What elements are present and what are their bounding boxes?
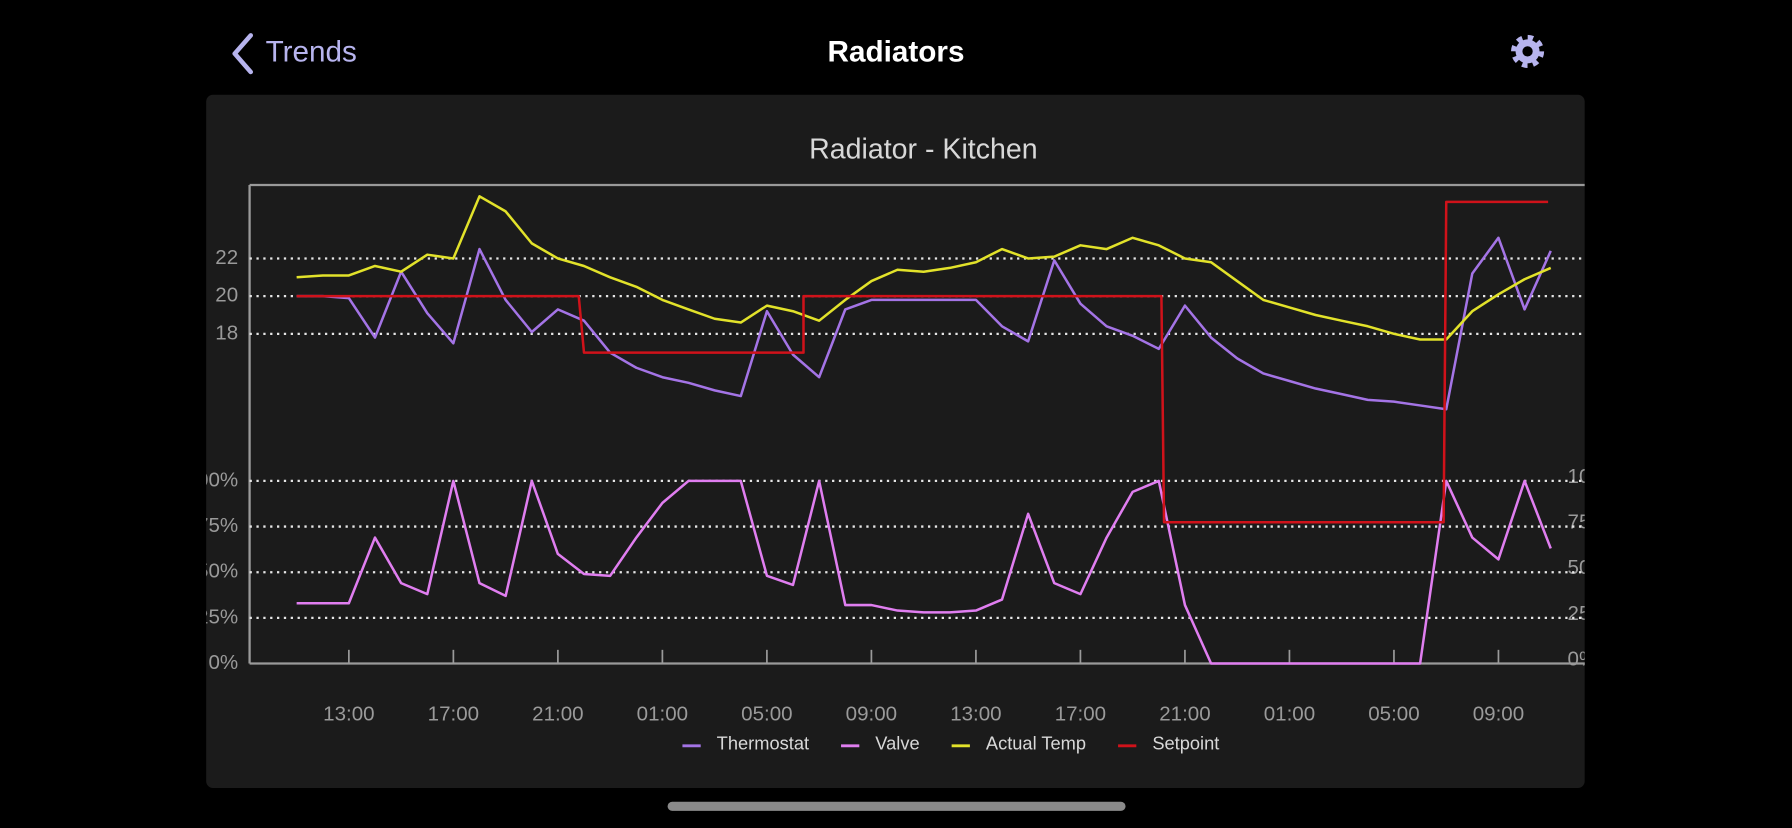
series-line xyxy=(296,195,1552,341)
settings-button[interactable] xyxy=(1511,34,1545,68)
gear-teeth[interactable] xyxy=(1511,34,1545,68)
y-tick-label: 18 xyxy=(215,321,238,344)
x-tick-label: 01:00 xyxy=(637,702,688,725)
legend-label: Setpoint xyxy=(1152,732,1219,753)
x-tick-label: 09:00 xyxy=(1473,702,1524,725)
back-button[interactable]: Trends xyxy=(232,33,357,75)
back-chevron[interactable] xyxy=(232,33,254,75)
y2-tick-label-right: 0% xyxy=(1568,648,1598,671)
series-line xyxy=(296,479,1552,665)
y2-tick-label-right: 100% xyxy=(1568,465,1621,488)
x-tick-label: 01:00 xyxy=(1264,702,1315,725)
nav-title: Radiators xyxy=(828,36,965,69)
x-tick-label: 13:00 xyxy=(323,702,374,725)
series-line xyxy=(296,200,1549,524)
x-tick-label: 05:00 xyxy=(1368,702,1419,725)
y2-tick-label-right: 50% xyxy=(1568,556,1609,579)
chart-title: Radiator - Kitchen xyxy=(809,133,1038,165)
x-tick-label: 05:00 xyxy=(741,702,792,725)
y2-tick-label: 0% xyxy=(208,651,238,674)
y-tick-label: 22 xyxy=(215,246,238,269)
y2-tick-label: 75% xyxy=(197,514,238,537)
series-line xyxy=(296,236,1552,411)
x-tick-label: 17:00 xyxy=(428,702,479,725)
y-tick-label: 20 xyxy=(215,284,238,307)
legend-label: Valve xyxy=(875,732,919,753)
x-tick-label: 13:00 xyxy=(950,702,1001,725)
x-tick-label: 09:00 xyxy=(846,702,897,725)
x-tick-label: 21:00 xyxy=(532,702,583,725)
home-indicator xyxy=(667,801,1126,811)
gear-hole[interactable] xyxy=(1522,46,1533,57)
chart-panel xyxy=(206,94,1585,789)
y2-tick-label-right: 25% xyxy=(1568,602,1609,625)
chart: Radiator - Kitchen 18 20 22 0% 0% 25% 25% 50% 50… xyxy=(186,133,1621,753)
y2-tick-label: 100% xyxy=(186,468,239,491)
y2-tick-label-right: 75% xyxy=(1568,511,1609,534)
y2-tick-label: 50% xyxy=(197,560,238,583)
x-tick-label: 21:00 xyxy=(1159,702,1210,725)
x-tick-label: 17:00 xyxy=(1055,702,1106,725)
legend-label: Thermostat xyxy=(717,732,809,753)
back-label[interactable]: Trends xyxy=(266,36,357,69)
y2-tick-label: 25% xyxy=(197,605,238,628)
legend-label: Actual Temp xyxy=(986,732,1086,753)
